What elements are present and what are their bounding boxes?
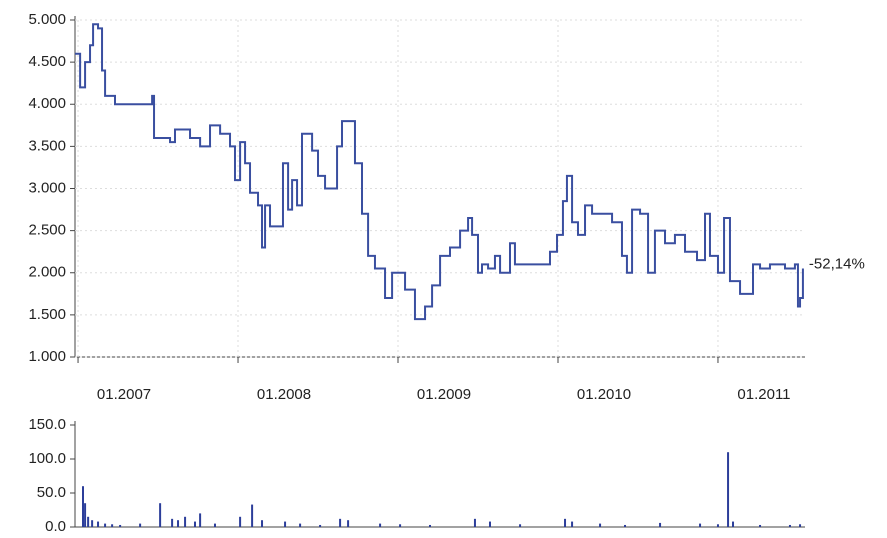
volume-bar <box>177 520 180 527</box>
volume-bar <box>788 524 791 527</box>
y-tick-label: 3.000 <box>28 179 66 196</box>
volume-bar <box>759 524 762 527</box>
volume-bar <box>199 513 202 527</box>
y-tick-label: 5.000 <box>28 11 66 28</box>
y-tick-label: 0.0 <box>45 518 66 535</box>
volume-bar <box>184 516 187 527</box>
volume-bar <box>171 518 174 527</box>
volume-bar <box>379 523 382 527</box>
volume-bar <box>429 524 432 527</box>
volume-bar <box>339 518 342 527</box>
y-tick-label: 50.0 <box>37 484 66 501</box>
y-tick-label: 3.500 <box>28 137 66 154</box>
y-tick-label: 100.0 <box>28 450 66 467</box>
volume-bar <box>571 521 574 527</box>
volume-bar <box>84 503 87 527</box>
x-tick-label: 01.2009 <box>417 386 471 403</box>
y-tick-label: 1.000 <box>28 348 66 365</box>
volume-bar <box>159 503 162 527</box>
price-line <box>75 23 804 321</box>
volume-bar <box>97 521 100 527</box>
y-tick-label: 1.500 <box>28 306 66 323</box>
volume-bar <box>727 452 730 527</box>
volume-bar <box>488 521 491 527</box>
volume-bar <box>799 524 802 527</box>
volume-bar <box>87 516 90 527</box>
volume-bar <box>473 518 476 527</box>
volume-bar <box>119 524 122 527</box>
volume-bar <box>564 518 567 527</box>
y-tick-label: 2.500 <box>28 222 66 239</box>
volume-bar <box>251 504 254 527</box>
volume-bar <box>659 522 662 527</box>
volume-bar <box>81 486 84 527</box>
volume-bar <box>624 524 627 527</box>
volume-bar <box>699 523 702 527</box>
x-tick-label: 01.2008 <box>257 386 311 403</box>
volume-bar <box>104 523 107 527</box>
volume-bar <box>732 521 735 527</box>
volume-bar <box>299 523 302 527</box>
y-tick-label: 4.000 <box>28 95 66 112</box>
volume-bar <box>519 524 522 527</box>
volume-bar <box>599 523 602 527</box>
volume-bar <box>139 523 142 527</box>
volume-bar <box>213 523 216 527</box>
x-tick-label: 01.2007 <box>97 386 151 403</box>
volume-bar <box>347 520 350 527</box>
y-tick-label: 2.000 <box>28 264 66 281</box>
volume-bar <box>284 521 287 527</box>
x-tick-label: 01.2010 <box>577 386 631 403</box>
volume-bar <box>193 521 196 527</box>
volume-bar <box>716 524 719 527</box>
volume-bar <box>261 520 264 527</box>
annotation: -52,14% <box>809 256 865 273</box>
y-tick-label: 4.500 <box>28 53 66 70</box>
volume-bar <box>319 524 322 527</box>
x-tick-label: 01.2011 <box>737 386 790 403</box>
volume-bar <box>111 524 114 527</box>
volume-bar <box>399 524 402 527</box>
volume-bar <box>91 520 94 527</box>
volume-bar <box>239 516 242 527</box>
y-tick-label: 150.0 <box>28 416 66 433</box>
